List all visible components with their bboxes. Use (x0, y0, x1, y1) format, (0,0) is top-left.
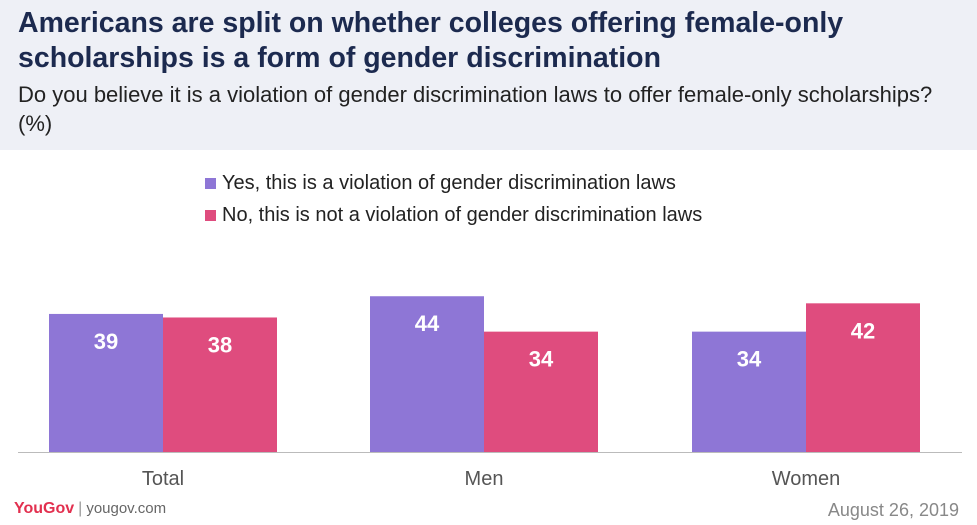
category-label-total: Total (142, 468, 184, 490)
category-label-women: Women (772, 468, 841, 490)
footer-separator: | (78, 500, 83, 517)
legend-label-yes: Yes, this is a violation of gender discr… (222, 171, 676, 194)
bar-total-no (163, 317, 277, 452)
chart-title: Americans are split on whether colleges … (18, 7, 844, 74)
bar-value-women-yes: 34 (737, 347, 762, 372)
bar-women-yes (692, 331, 806, 452)
bar-value-women-no: 42 (851, 318, 875, 343)
bar-value-total-yes: 39 (94, 329, 118, 354)
legend: Yes, this is a violation of gender discr… (205, 167, 702, 231)
footer-site: yougov.com (86, 500, 167, 517)
yougov-logo: YouGov (14, 500, 75, 517)
legend-item-no: No, this is not a violation of gender di… (205, 199, 702, 231)
bar-men-no (484, 331, 598, 452)
legend-label-no: No, this is not a violation of gender di… (222, 203, 703, 226)
legend-swatch-no (205, 209, 216, 221)
bar-value-men-no: 34 (529, 347, 554, 372)
bar-value-men-yes: 44 (415, 311, 440, 336)
bar-total-yes (49, 313, 163, 452)
bar-value-total-no: 38 (208, 332, 232, 357)
bar-women-no (806, 303, 920, 452)
chart-subtitle: Do you believe it is a violation of gend… (18, 82, 933, 136)
legend-item-yes: Yes, this is a violation of gender discr… (205, 167, 702, 199)
category-label-men: Men (465, 468, 504, 490)
footer-date: August 26, 2019 (827, 500, 959, 520)
legend-swatch-yes (205, 177, 216, 189)
bar-men-yes (370, 296, 484, 452)
header-panel: Americans are split on whether colleges … (0, 0, 977, 150)
footer-brand: YouGov | yougov.com (14, 500, 166, 518)
